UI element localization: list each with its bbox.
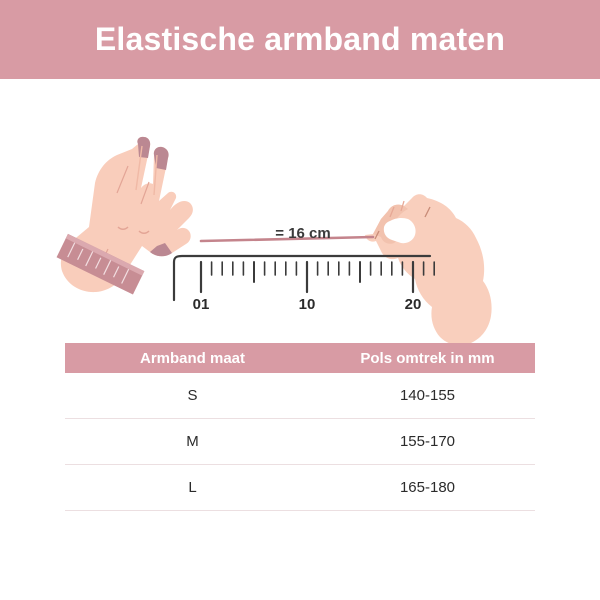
svg-text:20: 20 — [405, 296, 422, 313]
svg-text:10: 10 — [299, 296, 316, 313]
svg-text:= 16 cm: = 16 cm — [275, 225, 330, 242]
svg-text:01: 01 — [193, 296, 210, 313]
